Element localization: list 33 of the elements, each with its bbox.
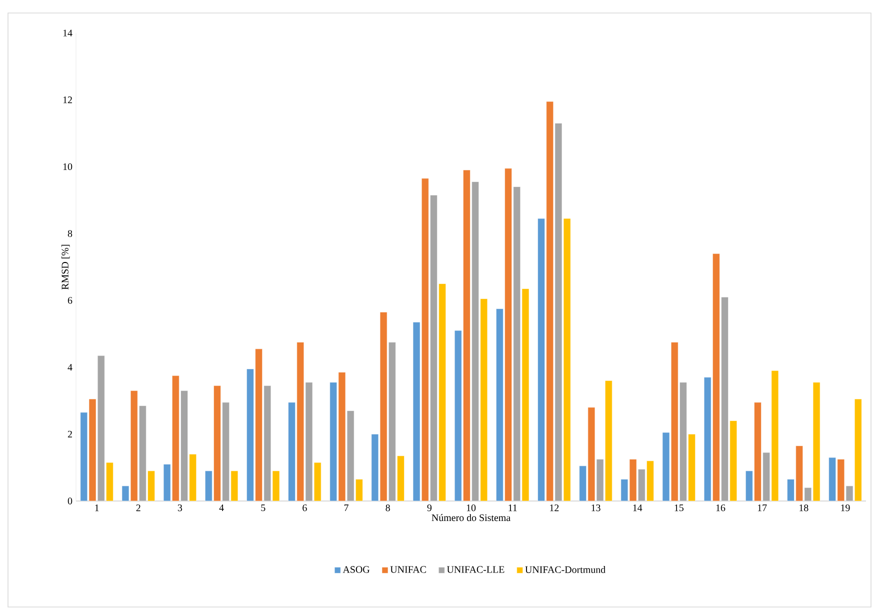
x-tick-label: 11 [508,504,517,512]
y-tick-label: 2 [68,430,72,438]
legend-label: UNIFAC [390,566,426,573]
y-tick-label: 6 [68,297,72,304]
y-tick-label: 0 [68,498,72,504]
y-tick-label: 4 [68,364,72,371]
x-tick-label: 3 [178,504,182,512]
x-tick-label: 13 [592,504,600,512]
x-tick-label: 14 [633,504,642,512]
legend-label: ASOG [342,566,370,573]
legend-label: UNIFAC-LLE [446,566,504,573]
y-tick-label: 8 [68,230,72,237]
x-tick-label: 17 [758,504,767,512]
x-tick-label: 1 [95,504,99,512]
x-tick-label: 19 [841,504,850,512]
x-tick-label: 10 [466,504,476,512]
x-tick-label: 7 [344,504,348,512]
y-tick-label: 14 [63,30,72,36]
x-tick-label: 9 [427,504,432,512]
y-tick-label: 10 [63,163,72,170]
x-tick-label: 18 [800,504,808,512]
x-tick-label: 8 [386,504,390,512]
x-tick-label: 4 [219,504,224,512]
x-tick-label: 12 [550,504,559,512]
x-tick-label: 16 [716,504,726,512]
x-tick-label: 15 [674,504,684,512]
x-tick-label: 6 [302,504,307,512]
x-tick-label: 5 [261,504,266,512]
y-axis-title: RMSD [%] [61,244,70,290]
y-tick-label: 12 [63,96,72,104]
x-axis-title: Número do Sistema [432,514,510,522]
x-tick-label: 2 [136,504,140,512]
legend-label: UNIFAC-Dortmund [525,566,606,574]
